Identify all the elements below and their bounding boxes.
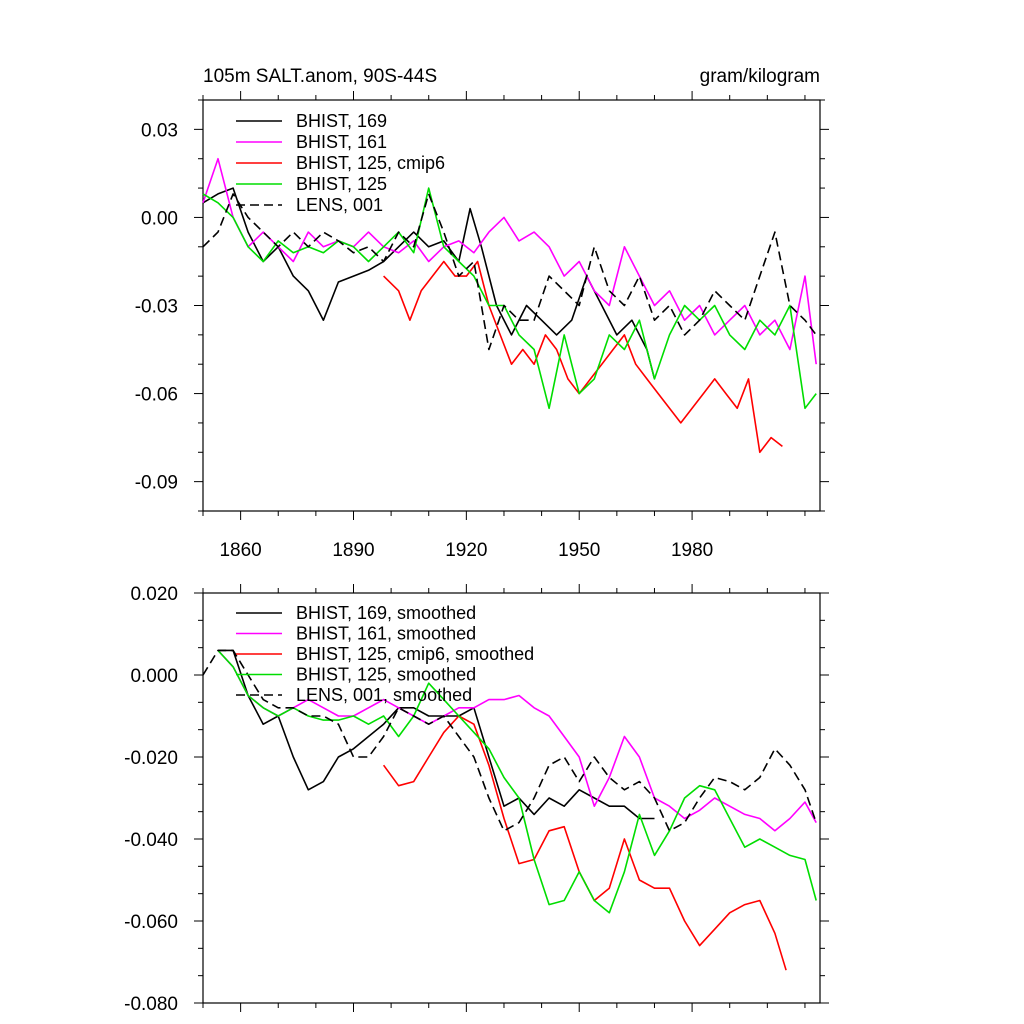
top-line-chart: 1860 1890 1920 1950 1980 0.03 0.00 -0.03 -0.06 -0…: [135, 91, 829, 561]
legend-label: LENS, 001, smoothed: [296, 685, 472, 705]
legend-label: BHIST, 125: [296, 174, 387, 194]
series-line-top-4: [202, 193, 817, 351]
legend-label: BHIST, 169, smoothed: [296, 603, 476, 623]
x-tick-label: 1860: [219, 540, 261, 561]
legend-label: BHIST, 169: [296, 111, 387, 131]
y-tick-label: -0.03: [135, 297, 178, 318]
y-tick-label: -0.080: [124, 994, 178, 1015]
legend-label: BHIST, 125, cmip6, smoothed: [296, 644, 534, 664]
chart-units: gram/kilogram: [700, 66, 820, 87]
series-line-top-2: [383, 260, 783, 454]
y-tick-label: -0.06: [135, 385, 178, 406]
legend-label: BHIST, 125, cmip6: [296, 153, 445, 173]
series-line-bottom-3: [217, 649, 817, 914]
chart-title: 105m SALT.anom, 90S-44S: [203, 66, 437, 87]
series-line-bottom-2: [382, 715, 787, 971]
y-tick-label: -0.09: [135, 473, 178, 494]
legend-label: BHIST, 161: [296, 132, 387, 152]
series-line-bottom-0: [218, 649, 655, 820]
legend-label: LENS, 001: [296, 195, 383, 215]
y-tick-label: -0.060: [124, 912, 178, 933]
series-line-bottom-4: [202, 649, 817, 832]
series-line-top-3: [202, 187, 817, 410]
y-tick-label: 0.020: [130, 584, 178, 605]
legend-label: BHIST, 161, smoothed: [296, 624, 476, 644]
x-tick-label: 1950: [558, 540, 600, 561]
x-tick-label: 1890: [332, 540, 374, 561]
x-tick-label: 1980: [671, 540, 713, 561]
plot-frame: [202, 592, 821, 1004]
y-tick-label: -0.040: [124, 830, 178, 851]
x-tick-label: 1920: [445, 540, 487, 561]
y-tick-label: 0.03: [141, 120, 178, 141]
series-line-top-1: [202, 157, 817, 365]
legend-label: BHIST, 125, smoothed: [296, 665, 476, 685]
bottom-line-chart: 0.020 0.000 -0.020 -0.040 -0.060 -0.080 BHIST,…: [124, 584, 829, 1015]
y-tick-label: 0.000: [130, 666, 178, 687]
y-tick-label: -0.020: [124, 748, 178, 769]
series-line-top-0: [202, 187, 656, 380]
y-tick-label: 0.00: [141, 208, 178, 229]
